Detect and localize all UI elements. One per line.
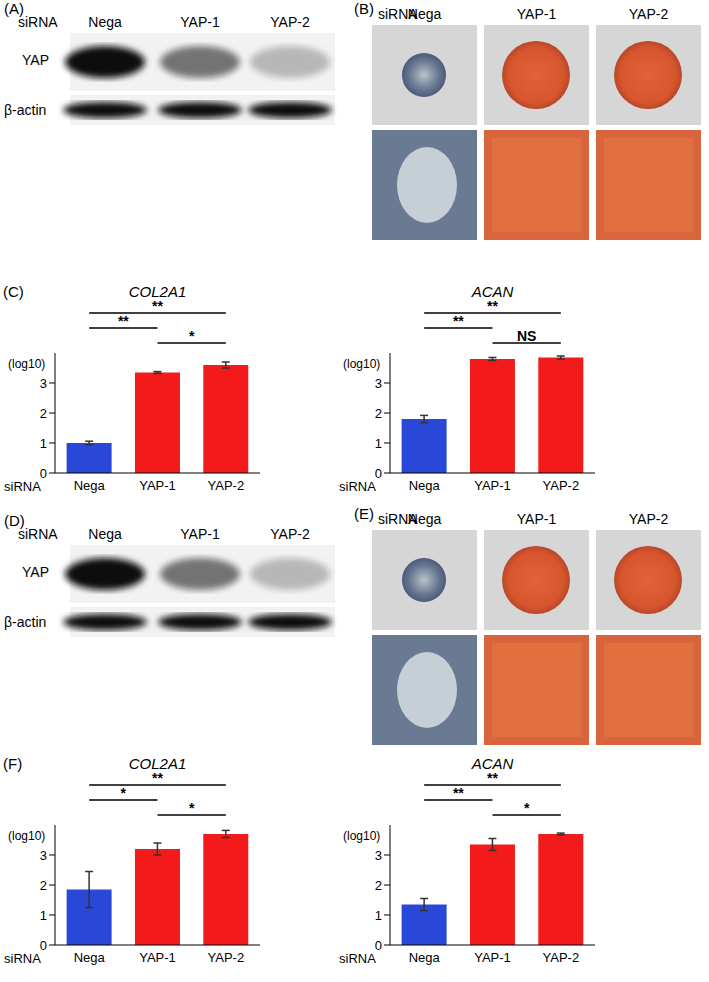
- svg-text:*: *: [189, 328, 195, 344]
- html-text:Nega: Nega: [407, 511, 442, 527]
- svg-text:Nega: Nega: [74, 478, 106, 493]
- html-text:siRNA: siRNA: [4, 479, 41, 494]
- html-text:siRNA: siRNA: [339, 479, 376, 494]
- svg-text:**: **: [453, 313, 464, 329]
- html-text:(log10): (log10): [343, 829, 381, 843]
- html-text:(log10): (log10): [343, 357, 381, 371]
- html-text:(E) siRNA: (E) siRNA: [354, 505, 418, 527]
- svg-text:1: 1: [375, 908, 382, 923]
- html-text:siRNA: siRNA: [18, 14, 58, 30]
- svg-text:3: 3: [40, 376, 47, 391]
- svg-text:Nega: Nega: [409, 478, 441, 493]
- svg-text:**: **: [118, 313, 129, 329]
- svg-text:0: 0: [375, 938, 382, 953]
- svg-text:NS: NS: [517, 328, 536, 344]
- html-text:YAP-2: YAP-2: [270, 526, 310, 542]
- html-text:YAP: YAP: [22, 564, 49, 580]
- html-text:YAP-1: YAP-1: [516, 511, 557, 527]
- svg-text:YAP-2: YAP-2: [208, 478, 245, 493]
- svg-text:*: *: [121, 785, 127, 801]
- html-text:ACAN: ACAN: [471, 755, 514, 772]
- svg-text:YAP-1: YAP-1: [474, 478, 511, 493]
- html-text:Nega: Nega: [88, 14, 122, 30]
- svg-text:3: 3: [40, 848, 47, 863]
- svg-text:**: **: [152, 770, 163, 786]
- svg-text:YAP-2: YAP-2: [543, 478, 580, 493]
- html-text:siRNA: siRNA: [18, 526, 58, 542]
- svg-text:**: **: [487, 770, 498, 786]
- svg-text:*: *: [189, 800, 195, 816]
- html-text:(C): (C): [3, 283, 24, 300]
- html-text:YAP-1: YAP-1: [180, 14, 220, 30]
- svg-text:Nega: Nega: [74, 950, 106, 965]
- svg-text:2: 2: [375, 878, 382, 893]
- svg-text:1: 1: [40, 908, 47, 923]
- html-text:(log10): (log10): [8, 357, 46, 371]
- html-text:(log10): (log10): [8, 829, 46, 843]
- html-text:(D): (D): [4, 512, 25, 529]
- svg-text:2: 2: [40, 406, 47, 421]
- html-text:β-actin: β-actin: [4, 102, 47, 118]
- html-text:YAP-1: YAP-1: [180, 526, 220, 542]
- svg-text:3: 3: [375, 848, 382, 863]
- svg-text:YAP-2: YAP-2: [543, 950, 580, 965]
- svg-text:**: **: [453, 785, 464, 801]
- svg-text:2: 2: [40, 878, 47, 893]
- html-text:siRNA: siRNA: [4, 951, 41, 966]
- svg-text:YAP-1: YAP-1: [139, 478, 176, 493]
- html-text:YAP-2: YAP-2: [628, 6, 669, 22]
- svg-text:YAP-2: YAP-2: [208, 950, 245, 965]
- svg-text:1: 1: [40, 436, 47, 451]
- html-text:YAP-2: YAP-2: [270, 14, 310, 30]
- html-text:β-actin: β-actin: [4, 614, 47, 630]
- svg-text:*: *: [524, 800, 530, 816]
- html-text:COL2A1: COL2A1: [128, 755, 187, 772]
- html-text:ACAN: ACAN: [471, 283, 514, 300]
- svg-text:YAP-1: YAP-1: [474, 950, 511, 965]
- svg-text:0: 0: [40, 466, 47, 481]
- html-text:siRNA: siRNA: [339, 951, 376, 966]
- html-text:(B) siRNA: (B) siRNA: [354, 0, 418, 22]
- html-text:YAP: YAP: [22, 52, 49, 68]
- svg-text:**: **: [152, 298, 163, 314]
- html-text:(A): (A): [4, 0, 24, 17]
- svg-text:**: **: [487, 298, 498, 314]
- svg-text:3: 3: [375, 376, 382, 391]
- html-text:Nega: Nega: [407, 6, 442, 22]
- html-text:COL2A1: COL2A1: [128, 283, 187, 300]
- svg-text:0: 0: [375, 466, 382, 481]
- html-text:YAP-1: YAP-1: [516, 6, 557, 22]
- svg-text:YAP-1: YAP-1: [139, 950, 176, 965]
- html-text:(F): (F): [3, 755, 23, 772]
- html-text:Nega: Nega: [88, 526, 122, 542]
- svg-text:0: 0: [40, 938, 47, 953]
- html-text:YAP-2: YAP-2: [628, 511, 669, 527]
- svg-text:1: 1: [375, 436, 382, 451]
- svg-text:2: 2: [375, 406, 382, 421]
- svg-text:Nega: Nega: [409, 950, 441, 965]
